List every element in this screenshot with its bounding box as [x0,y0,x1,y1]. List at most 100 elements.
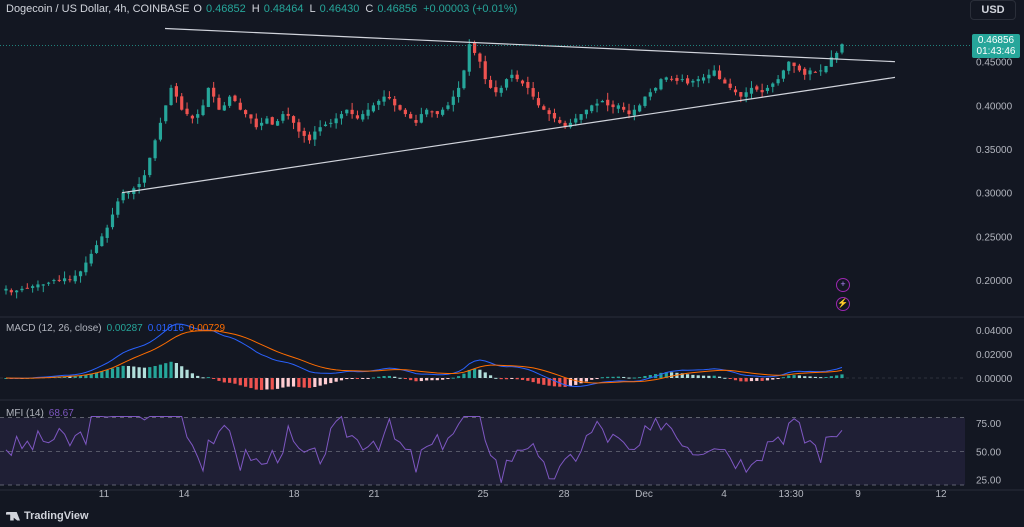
last-price: 0.46856 [977,35,1015,46]
macd-hist-bar [824,376,828,378]
time-tick-label: 4 [721,489,727,500]
time-tick-label: 9 [855,489,861,500]
candle-body [600,100,604,103]
macd-hist-bar [350,378,354,379]
high-key: H [251,3,260,15]
candle-body [568,122,573,128]
candle-body [334,118,338,124]
macd-hist-bar [302,378,306,388]
candle-body [329,122,333,124]
macd-hist-bar [547,378,551,386]
candle-body [446,105,450,109]
candle-body [478,53,482,62]
last-price-tag: 0.46856 01:43:46 [972,34,1020,58]
macd-tick-label: 0.04000 [976,326,1013,337]
candle-body [78,271,83,277]
candle-body [483,61,487,80]
candle-body [749,87,754,94]
macd-hist-bar [249,378,253,389]
candle-body [579,114,583,120]
macd-hist-bar [366,378,370,379]
time-tick-label: 13:30 [778,489,803,500]
macd-hist-bar [670,372,674,378]
price-tick-label: 0.45000 [976,58,1013,69]
macd-hist-bar [563,378,567,387]
macd-hist-bar [259,378,264,390]
candle-body [664,77,668,80]
macd-hist-bar [153,366,157,378]
candle-body [712,70,716,76]
candle-body [781,70,786,79]
macd-hist-bar [142,367,147,378]
candle-body [339,114,344,119]
candle-body [20,288,24,291]
macd-hist-bar [797,375,801,378]
candle-body [638,105,642,112]
candle-body [116,201,120,215]
candle-body [504,79,509,88]
candle-body [792,62,796,67]
macd-hist-bar [355,378,360,379]
close-value: 0.46856 [377,3,418,15]
candle-body [419,114,423,123]
candle-body [94,245,99,253]
candle-body [153,140,157,159]
macd-hist-bar [414,378,418,382]
symbol-label[interactable]: Dogecoin / US Dollar, 4h, COINBASE [6,3,190,15]
candle-body [563,122,567,128]
macd-hist-bar [382,376,386,378]
mfi-line [5,415,843,483]
macd-tick-label: 0.02000 [976,350,1013,361]
candle-body [249,114,253,119]
macd-hist-bar [781,377,786,379]
macd-hist-bar [377,376,381,378]
macd-hist-bar [435,378,439,381]
macd-hist-bar [164,363,168,378]
currency-button[interactable]: USD [970,0,1016,20]
tradingview-logo[interactable]: TradingView [6,510,89,522]
macd-hist-bar [515,378,519,380]
macd-hist-bar [472,368,477,378]
macd-hist-bar [105,369,109,378]
macd-hist-bar [441,378,445,380]
mfi-value: 68.67 [48,408,74,419]
candle-body [31,286,35,288]
macd-hist-bar [632,377,636,379]
macd-hist-bar [313,378,317,387]
bar-countdown: 01:43:46 [976,46,1016,57]
candle-body [355,115,360,119]
macd-hist-bar [728,378,732,380]
candle-body [771,83,775,87]
macd-hist-bar [531,378,535,383]
macd-title: MACD (12, 26, close) [6,323,102,334]
candle-body [393,98,397,106]
open-key: O [193,3,202,15]
candle-body [265,118,269,124]
macd-hist-bar [787,375,791,378]
macd-hist-bar [611,376,615,378]
candle-body [350,109,354,115]
macd-hist-bar [696,375,700,378]
candle-body [457,87,461,98]
candle-body [590,105,594,112]
candle-body [574,118,578,123]
plus-icon[interactable]: + [836,278,850,292]
candle-body [137,183,141,188]
macd-hist-bar [765,378,770,381]
macd-legend[interactable]: MACD (12, 26, close) 0.00287 0.01016 0.0… [6,323,225,334]
candle-body [371,105,376,112]
time-tick-label: 25 [477,489,489,500]
macd-hist-bar [739,378,743,382]
candle-body [196,114,200,118]
candle-body [9,290,13,293]
lightning-icon[interactable]: ⚡ [836,297,850,311]
candle-body [414,119,418,123]
macd-hist-bar [755,378,759,381]
mfi-legend[interactable]: MFI (14) 68.67 [6,408,74,419]
macd-hist-bar [712,375,716,378]
macd-hist-bar [89,373,93,378]
macd-hist-bar [579,378,583,384]
candle-body [217,97,221,110]
